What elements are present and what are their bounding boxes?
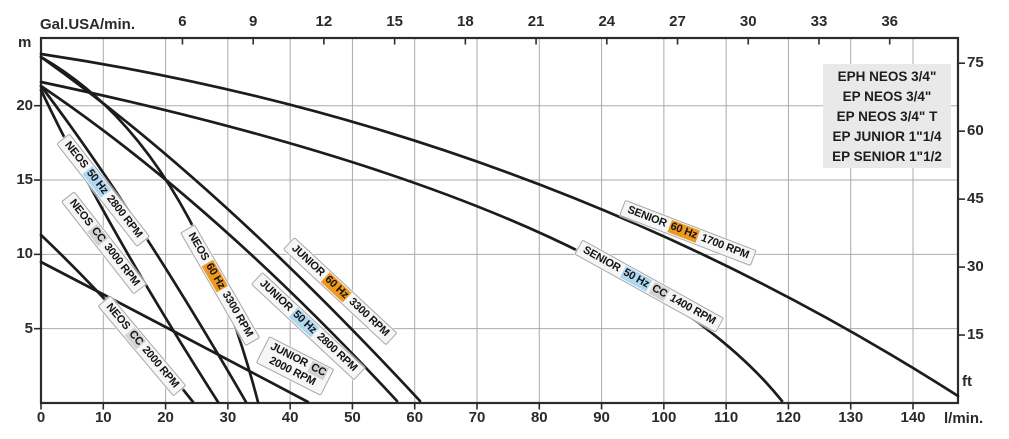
bottom-tick-label: 140: [900, 409, 926, 426]
bottom-tick-label: 70: [468, 409, 486, 426]
bottom-tick-label: 90: [593, 409, 610, 426]
top-tick-label: 30: [739, 13, 757, 30]
legend-model: EP NEOS 3/4": [842, 88, 932, 104]
plot-frame: [39, 36, 960, 405]
top-tick-label: 18: [457, 13, 474, 30]
curve-senior-50hz-cc-1400: [39, 80, 784, 403]
top-tick-label: 36: [881, 13, 899, 30]
bottom-tick-label: 80: [530, 409, 548, 426]
right-tick-label: 15: [967, 326, 984, 344]
top-tick-label: 12: [315, 13, 333, 30]
curve-junior-50hz-2800: [39, 84, 399, 403]
top-tick-label: 24: [598, 13, 616, 30]
legend-model: EP SENIOR 1"1/2: [832, 148, 942, 164]
curve-neos-cc-3000: [39, 88, 220, 404]
bottom-tick-label: 60: [406, 409, 424, 426]
left-tick-label: 20: [16, 96, 33, 114]
right-axis-unit: ft: [962, 373, 972, 390]
bottom-tick-label: 50: [344, 409, 361, 426]
right-tick-label: 30: [967, 258, 984, 276]
left-tick-label: 15: [16, 171, 33, 189]
legend-model: EP NEOS 3/4" T: [836, 108, 938, 124]
bottom-tick-label: 130: [838, 409, 864, 426]
left-tick-label: 5: [24, 319, 33, 337]
top-axis-label: Gal.USA/min.: [40, 16, 136, 33]
right-tick-label: 75: [967, 54, 984, 72]
legend-model: EP JUNIOR 1"1/4: [832, 128, 942, 144]
top-tick-label: 21: [527, 13, 545, 30]
left-axis-unit: m: [18, 34, 32, 51]
legend-model: EPH NEOS 3/4": [837, 68, 937, 84]
bottom-tick-label: 100: [651, 409, 677, 426]
bottom-tick-label: 0: [36, 409, 46, 426]
top-tick-label: 15: [386, 13, 403, 30]
bottom-tick-label: 10: [94, 409, 112, 426]
top-tick-label: 6: [178, 13, 187, 30]
top-tick-label: 9: [249, 13, 258, 30]
right-tick-label: 45: [967, 190, 984, 208]
bottom-tick-label: 40: [281, 409, 299, 426]
bottom-tick-label: 20: [157, 409, 174, 426]
bottom-axis-unit: l/min.: [944, 410, 984, 427]
curve-senior-60hz-1700: [39, 52, 960, 398]
top-tick-label: 33: [810, 13, 828, 30]
left-tick-label: 10: [16, 245, 33, 263]
bottom-tick-label: 120: [775, 409, 801, 426]
bottom-tick-label: 110: [714, 409, 739, 426]
bottom-tick-label: 30: [219, 409, 237, 426]
right-tick-label: 60: [967, 122, 984, 140]
legend-box: EPH NEOS 3/4" EP NEOS 3/4" EP NEOS 3/4" …: [823, 64, 951, 168]
top-tick-label: 27: [669, 13, 686, 30]
